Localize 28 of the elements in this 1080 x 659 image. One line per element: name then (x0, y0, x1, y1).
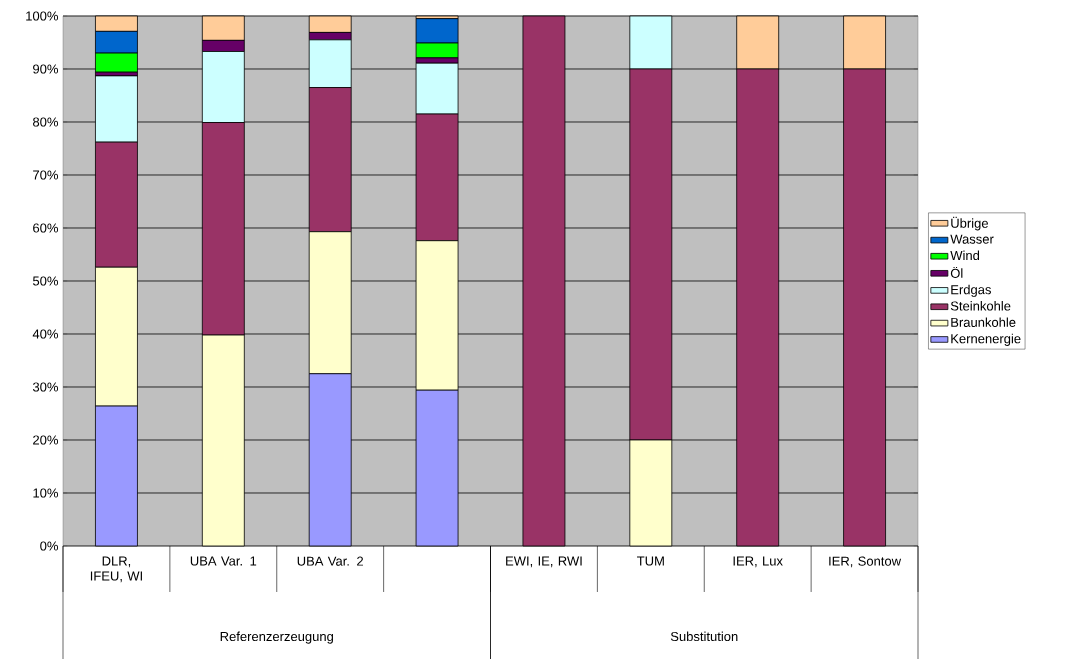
text: Referenzerzeugung (220, 631, 333, 644)
y-tick-label: 40% (32, 329, 58, 339)
legend-label: Braunkohle (951, 317, 1016, 327)
x-tick-label: UBA Var. 1 (190, 556, 257, 566)
x-tick-label: IER, Lux (733, 556, 783, 567)
y-tick-label: 30% (32, 382, 58, 392)
legend-label: Wind (950, 250, 980, 260)
y-tick-label: 20% (33, 435, 58, 445)
legend-label: Erdgas (951, 284, 991, 297)
legend-label: Öl (950, 266, 963, 278)
y-tick-label: 90% (33, 64, 58, 74)
x-tick-label: UBA Var. 2 (297, 556, 363, 566)
y-tick-label: 100% (26, 11, 58, 21)
y-tick-label: 70% (33, 170, 58, 180)
y-tick-label: 50% (32, 276, 58, 286)
legend-label: Steinkohle (950, 300, 1011, 311)
text: Substitution (670, 631, 738, 641)
x-tick-label: TUM (637, 556, 664, 566)
y-tick-label: 80% (33, 117, 58, 127)
legend-label: Übrige (951, 216, 988, 231)
y-tick-label: 0% (40, 541, 58, 551)
y-tick-label: 10% (33, 488, 58, 498)
x-tick-label: DLR, IFEU, WI (90, 556, 142, 582)
y-tick-label: 60% (33, 223, 58, 233)
legend-label: Wasser (950, 234, 994, 244)
x-tick-label: IER, Sontow (829, 556, 902, 568)
x-tick-label: EWI, IE, RWI (506, 556, 582, 567)
legend-label: Kernenergie (951, 333, 1021, 346)
